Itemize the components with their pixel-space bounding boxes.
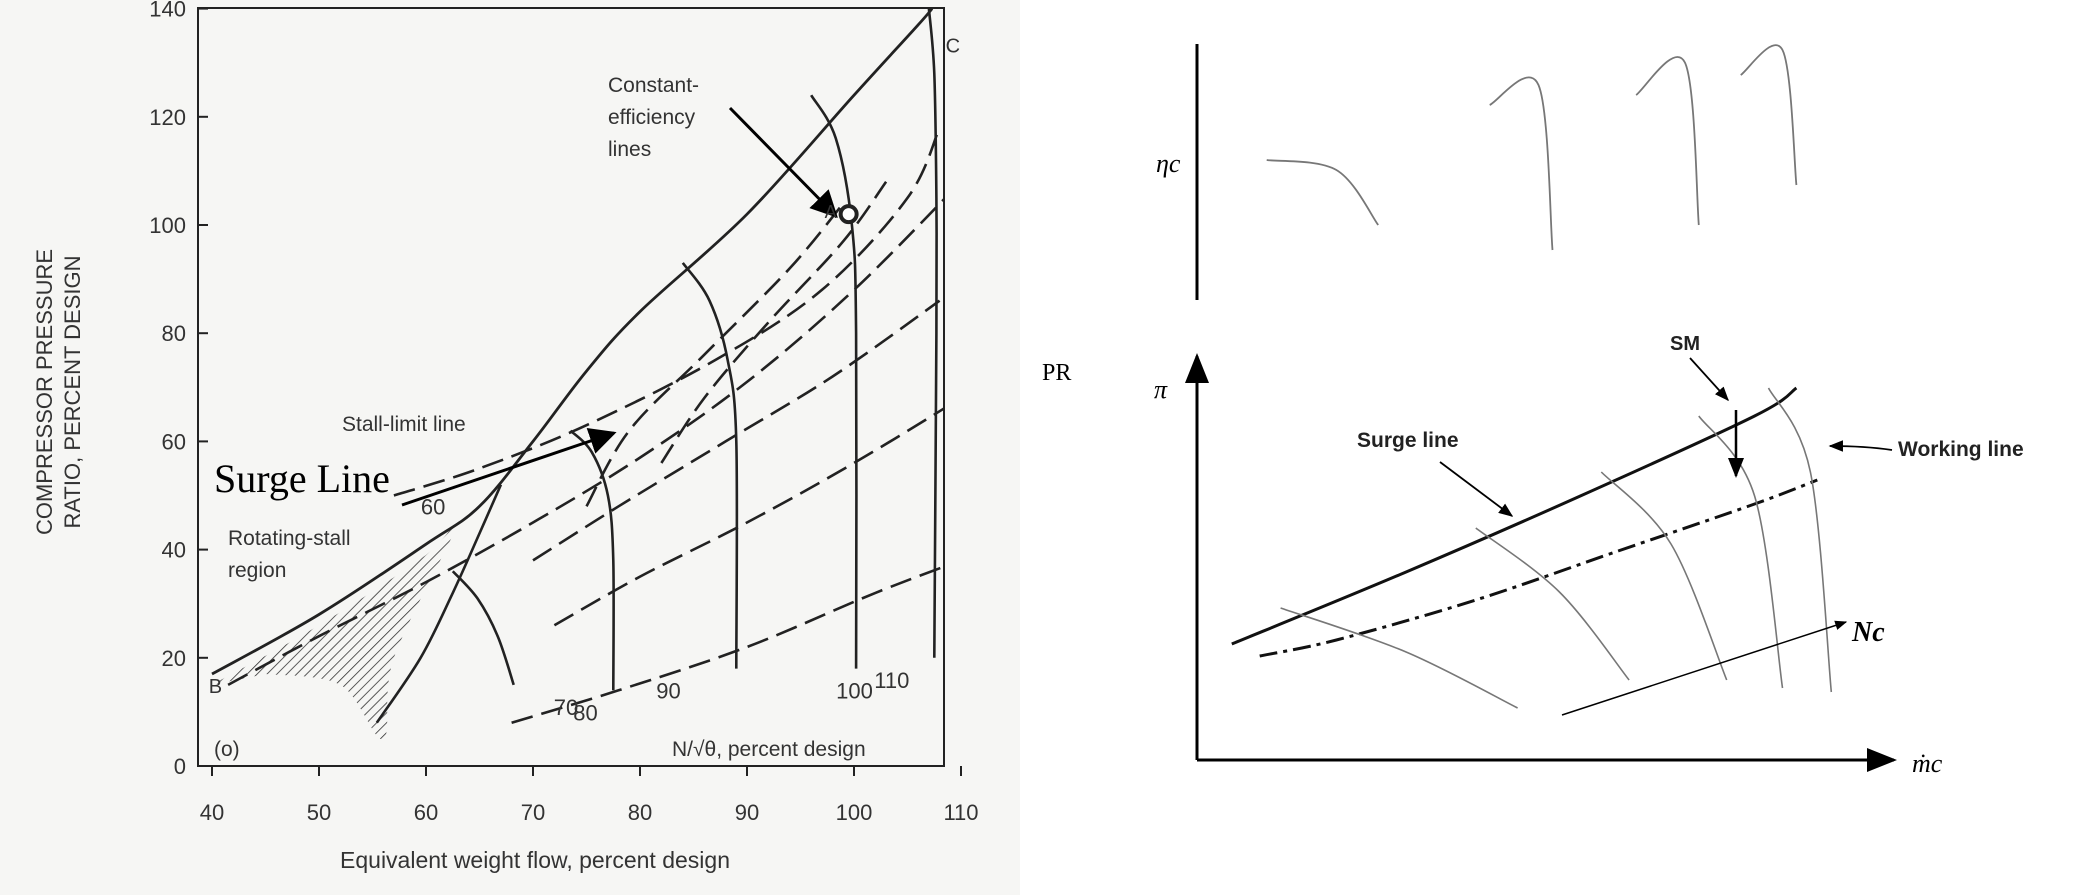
speed-line-60 [375,484,503,724]
pressure-axis-label: π [1154,375,1168,404]
y-axis-title-line2: RATIO, PERCENT DESIGN [60,255,85,528]
working-line-label-leader [1828,440,1893,452]
speed-line-70 [451,570,515,686]
x-tick-label-80: 80 [628,800,652,825]
rotating-stall-hatch [212,517,460,740]
surge-line-callout: Surge Line [214,456,390,501]
speed-label-80: 80 [573,700,597,725]
schematic-speed-line-4 [1698,415,1784,689]
surge-margin-label: SM [1670,333,1700,355]
working-line [227,197,944,687]
panel-tag: (o) [214,738,240,761]
y-tick-label-0: 0 [174,754,186,779]
efficiency-axis-label: ηc [1156,149,1181,178]
speed-label-60: 60 [421,495,445,520]
schematic-curves [1231,44,1833,709]
x-tick-label-40: 40 [200,800,224,825]
surge-line-group [211,8,934,676]
mass-flow-axis-label: ṁc [1912,749,1943,778]
y-tick-label-80: 80 [162,321,186,346]
schematic-speed-line-3 [1600,471,1728,681]
point-c-label: C [946,36,960,58]
constant-efficiency-label-3: lines [608,138,651,161]
efficiency-line-4 [511,565,944,724]
speed-label-110: 110 [874,668,909,693]
pr-label: PR [1042,360,1071,386]
surge-line-label-leader [1439,461,1514,517]
schematic-speed-line-5 [1767,387,1833,693]
speed-line-110 [927,8,938,658]
x-tick-label-60: 60 [414,800,438,825]
y-tick-label-140: 140 [149,0,186,22]
x-tick-label-110: 110 [943,800,978,825]
x-tick-label-100: 100 [836,800,873,825]
constant-efficiency-label-2: efficiency [608,106,696,129]
stall-limit-label: Stall-limit line [342,413,466,436]
efficiency-line-1 [393,127,941,497]
schematic-surge-line [1231,386,1798,646]
schematic-efficiency-curve-3 [1635,56,1700,226]
design-point-marker [838,204,859,225]
rotating-stall-label-1: Rotating-stall [228,527,351,550]
speed-direction-arrow [1561,620,1848,716]
schematic-efficiency-curve-2 [1489,76,1554,251]
design-point-label: A [825,202,837,222]
schematic-speed-line-2 [1475,527,1630,681]
y-tick-label-60: 60 [162,429,186,454]
rotating-stall-region [212,517,460,740]
y-axis-title-line1: COMPRESSOR PRESSURE [32,249,57,535]
speed-caption: N/√θ, percent design [672,738,866,761]
efficiency-line-3 [553,407,944,627]
y-tick-label-20: 20 [162,646,186,671]
working-line-label: Working line [1898,438,2024,461]
surge-line-callout-arrow [401,428,617,507]
constant-efficiency-arrow [728,106,838,218]
surge-line [211,8,934,676]
x-tick-label-90: 90 [735,800,759,825]
surge-margin-leader [1689,357,1729,402]
speed-direction-label: Nc [1851,617,1885,648]
left-scan-background [0,0,1020,895]
point-b-label: B [209,676,222,698]
y-tick-label-100: 100 [149,213,186,238]
efficiency-line-2 [532,299,941,562]
speed-line-90 [681,262,739,669]
x-tick-label-50: 50 [307,800,331,825]
speed-label-100: 100 [836,679,873,704]
schematic-speed-line-1 [1280,607,1518,709]
rotating-stall-label-2: region [228,559,286,582]
constant-efficiency-label-1: Constant- [608,74,699,97]
schematic-efficiency-curve-1 [1266,159,1379,226]
speed-label-70: 70 [554,695,578,720]
efficiency-line-6 [585,202,845,507]
schematic-working-line [1259,478,1818,658]
surge-line-label: Surge line [1357,429,1459,452]
speed-label-90: 90 [656,679,680,704]
speed-line-80 [569,429,615,691]
schematic-efficiency-curve-4 [1740,44,1798,186]
plot-frame [197,7,945,767]
x-tick-label-70: 70 [521,800,545,825]
y-tick-label-120: 120 [149,105,186,130]
y-tick-label-40: 40 [162,538,186,563]
speed-line-100 [810,94,858,669]
x-axis-title: Equivalent weight flow, percent design [340,847,730,873]
